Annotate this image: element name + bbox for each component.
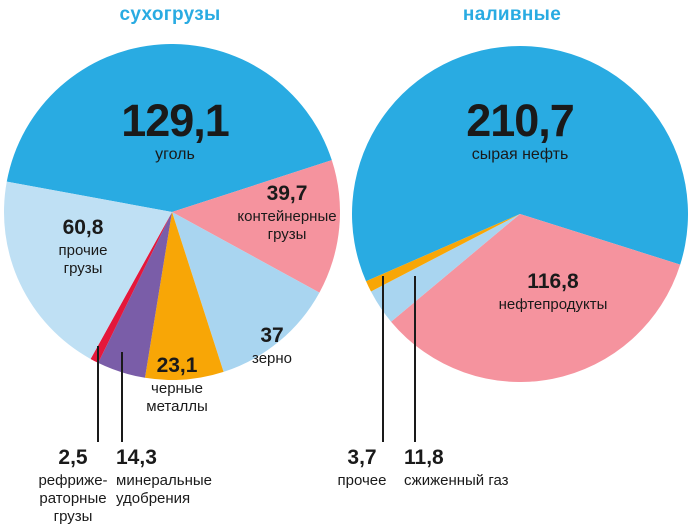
name-other-cargo: прочие грузы [58,242,108,277]
name-liquefied-gas: сжиженный газ [404,472,509,490]
value-liquefied-gas: 11,8 [404,446,444,469]
pie-slice-oil-products [391,214,681,382]
name-crude-oil: сырая нефть [471,146,569,163]
value-container-cargo: 39,7 [266,182,308,205]
value-mineral-fertilizers: 14,3 [116,446,157,469]
name-coal: уголь [155,146,195,163]
name-ferrous-metals: черные металлы [146,380,208,415]
pie-slice-refrigerated-cargo [90,212,172,363]
label-container-cargo: 39,7 контейнерные грузы [227,182,347,244]
leader-line-other-liquid [382,276,384,442]
leader-line-mineral-fertilizers [121,352,123,442]
value-ferrous-metals: 23,1 [156,354,198,377]
chart-title-dry-cargo: сухогрузы [119,4,221,25]
pie-slice-mineral-fertilizers [98,212,172,378]
name-container-cargo: контейнерные грузы [237,208,337,243]
pie-chart-dry-cargo [4,44,340,380]
label-coal: 129,1 уголь [92,98,258,165]
name-oil-products: нефтепродукты [498,296,608,314]
pie-slice-liquefied-gas [370,214,520,322]
name-other-liquid: прочее [337,472,387,490]
value-other-cargo: 60,8 [62,216,104,239]
pie-slice-other-cargo [4,181,172,359]
label-ferrous-metals: 23,1 черные металлы [117,354,237,416]
label-liquefied-gas: 11,8 сжиженный газ [404,446,534,490]
chart-title-liquid-cargo: наливные [462,4,562,25]
name-mineral-fertilizers: минеральные удобрения [116,472,212,507]
pie-slice-other [366,214,520,292]
pie-chart-liquid-cargo [352,46,688,382]
leader-line-liquefied-gas [414,276,416,442]
label-refrigerated-cargo: 2,5 рефриже- раторные грузы [26,446,120,525]
pie-slice-coal [6,44,332,212]
value-coal: 129,1 [121,95,230,146]
pie-slice-grain [172,212,320,372]
name-grain: зерно [251,350,293,368]
leader-line-refrigerated-cargo [97,346,99,442]
label-crude-oil: 210,7 сырая нефть [430,98,610,165]
pie-slice-container-cargo [172,160,340,293]
label-other-liquid: 3,7 прочее [323,446,401,490]
value-grain: 37 [260,324,284,347]
label-oil-products: 116,8 нефтепродукты [483,270,623,314]
label-other-cargo: 60,8 прочие грузы [33,216,133,278]
value-crude-oil: 210,7 [466,95,575,146]
value-oil-products: 116,8 [527,270,579,293]
value-refrigerated-cargo: 2,5 [58,446,88,469]
label-grain: 37 зерно [232,324,312,368]
name-refrigerated-cargo: рефриже- раторные грузы [38,472,108,525]
value-other-liquid: 3,7 [347,446,377,469]
label-mineral-fertilizers: 14,3 минеральные удобрения [116,446,236,508]
pie-slice-crude-oil [352,46,688,282]
pie-slice-ferrous-metals [144,212,224,380]
